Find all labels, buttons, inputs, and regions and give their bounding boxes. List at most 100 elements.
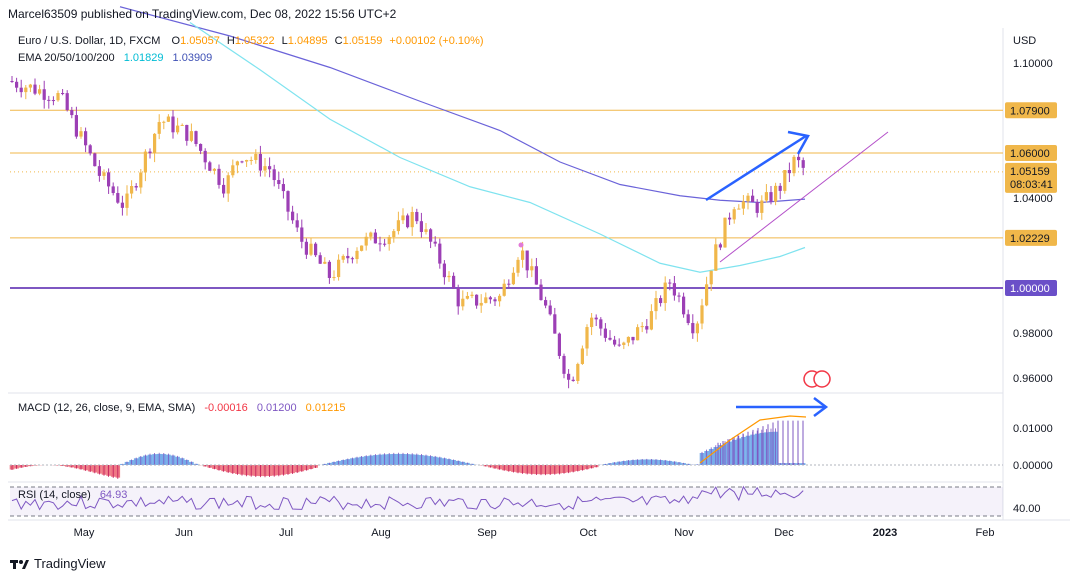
candle-body: [341, 255, 345, 260]
candle-body: [28, 84, 32, 88]
candle-body: [130, 185, 134, 194]
rsi-label[interactable]: RSI (14, close): [18, 489, 91, 501]
candle-body: [56, 93, 60, 101]
rsi-tick-label: 40.00: [1013, 503, 1041, 515]
candle-body: [741, 201, 745, 209]
candle-body: [649, 311, 653, 330]
time-tick-label: Sep: [477, 527, 497, 539]
candle-body: [277, 180, 281, 185]
candle-body: [300, 227, 304, 242]
ohlc-o-label: O: [171, 35, 181, 47]
macd-tick-label: 0.00000: [1013, 460, 1053, 472]
candle-body: [723, 217, 727, 248]
annotations: [518, 130, 889, 417]
candle-body: [774, 185, 778, 202]
event-flag-icon: [813, 370, 831, 388]
candle-body: [580, 348, 584, 364]
candle-body: [801, 160, 805, 168]
candle-body: [424, 229, 428, 232]
candle-body: [778, 185, 782, 191]
candle-body: [493, 299, 497, 302]
ohlc-high: 1.05322: [234, 35, 275, 47]
candle-body: [203, 150, 207, 163]
candle-body: [516, 259, 520, 273]
candle-body: [10, 81, 14, 82]
publisher-line: Marcel63509 published on TradingView.com…: [8, 7, 397, 21]
candle-body: [787, 170, 791, 174]
rsi-line: [11, 485, 804, 511]
candle-body: [792, 156, 796, 174]
candle-body: [544, 300, 548, 306]
candle-body: [42, 89, 46, 100]
symbol-title[interactable]: Euro / U.S. Dollar, 1D, FXCM: [18, 35, 161, 47]
ohlc-h-label: H: [226, 35, 235, 47]
price-arrow-head: [787, 130, 810, 155]
candle-body: [383, 243, 387, 245]
candle-body: [286, 191, 290, 212]
candle-body: [65, 93, 69, 111]
candle-body: [557, 333, 561, 356]
macd-hist-value: -0.00016: [204, 402, 248, 414]
ohlc-open: 1.05057: [180, 35, 220, 47]
candle-body: [134, 185, 138, 188]
ohlc-close: 1.05159: [342, 35, 383, 47]
candle-body: [304, 241, 308, 255]
candle-body: [645, 326, 649, 330]
candle-body: [332, 277, 336, 279]
candle-body: [208, 162, 212, 171]
candle-body: [438, 243, 442, 264]
candle-body: [433, 241, 437, 244]
price-level-box: [1005, 102, 1057, 119]
candle-body: [355, 250, 359, 260]
candle-body: [143, 151, 147, 173]
time-tick-label: Oct: [579, 527, 596, 539]
candle-body: [222, 184, 226, 194]
candle-body: [231, 165, 235, 176]
price-axis: 1.10000 1.04000 0.98000 0.96000 1.07900 1.060…: [1005, 58, 1057, 515]
candle-body: [387, 237, 391, 245]
candle-body: [396, 220, 400, 232]
macd-value: 0.01200: [256, 402, 297, 414]
price-level-box: [1005, 145, 1057, 161]
candle-body: [521, 250, 525, 260]
candle-body: [314, 243, 318, 256]
candle-body: [272, 169, 276, 181]
candle-body: [682, 296, 686, 315]
candle-body: [350, 258, 354, 260]
candle-body: [622, 342, 626, 345]
candle-body: [461, 298, 465, 307]
candle-body: [452, 275, 456, 289]
candle-body: [691, 323, 695, 334]
candle-body: [479, 302, 483, 306]
candle-body: [613, 339, 617, 345]
ema-value-1: 1.01829: [123, 52, 164, 64]
candles: [10, 75, 805, 389]
candle-body: [585, 327, 589, 349]
candle-body: [162, 121, 166, 123]
candle-body: [415, 211, 419, 222]
candle-body: [79, 131, 83, 137]
candle-body: [465, 295, 469, 299]
candle-body: [608, 337, 612, 340]
candle-body: [410, 211, 414, 228]
last-price-label: 1.05159: [1010, 166, 1050, 178]
macd-label[interactable]: MACD (12, 26, close, 9, EMA, SMA): [18, 402, 196, 414]
price-tick-label: 1.04000: [1013, 193, 1053, 205]
legend-row-ema: EMA 20/50/100/200 1.01829 1.03909: [18, 52, 212, 64]
candle-body: [51, 100, 55, 102]
candle-body: [254, 153, 258, 160]
price-level-label: 1.06000: [1010, 148, 1050, 160]
candle-body: [695, 323, 699, 334]
candle-body: [139, 172, 143, 188]
candle-body: [153, 133, 157, 154]
candle-body: [346, 255, 350, 259]
ema-label[interactable]: EMA 20/50/100/200: [18, 52, 115, 64]
brand-footer[interactable]: TradingView: [10, 556, 106, 571]
ohlc-l-label: L: [281, 35, 288, 47]
macd-tick-label: 0.01000: [1013, 423, 1053, 435]
candle-body: [212, 168, 216, 171]
time-tick-label: 2023: [873, 527, 897, 539]
candle-body: [590, 317, 594, 328]
candle-body: [429, 229, 433, 242]
